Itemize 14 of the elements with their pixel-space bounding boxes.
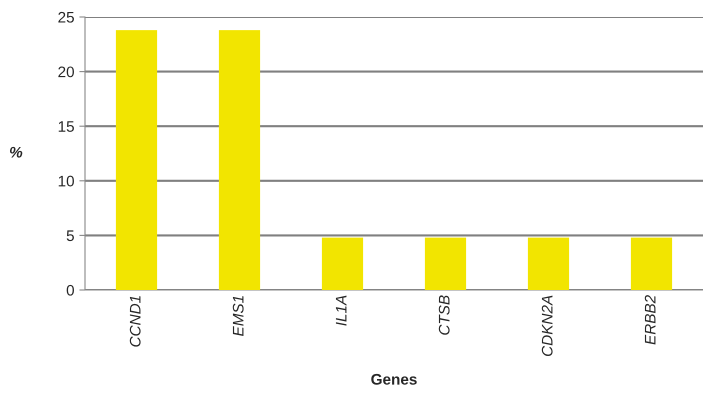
x-tick-label: ERBB2 bbox=[644, 295, 656, 344]
x-tick-label: EMS1 bbox=[232, 296, 244, 336]
y-tick-label: 10 bbox=[58, 176, 74, 186]
y-tick-label: 20 bbox=[58, 66, 74, 78]
x-tick-label: CDKN2A bbox=[542, 296, 553, 356]
y-tick-label: 15 bbox=[58, 121, 74, 132]
x-axis-title: Genes bbox=[371, 374, 417, 385]
y-tick-label: 0 bbox=[66, 284, 74, 296]
y-tick-label: 5 bbox=[66, 230, 74, 242]
x-tick-label: CCND1 bbox=[130, 296, 141, 347]
y-tick-label: 25 bbox=[58, 12, 74, 23]
y-axis-title: % bbox=[10, 146, 22, 158]
x-tick-label: CTSB bbox=[438, 295, 450, 335]
x-tick-label: IL1A bbox=[336, 296, 346, 326]
